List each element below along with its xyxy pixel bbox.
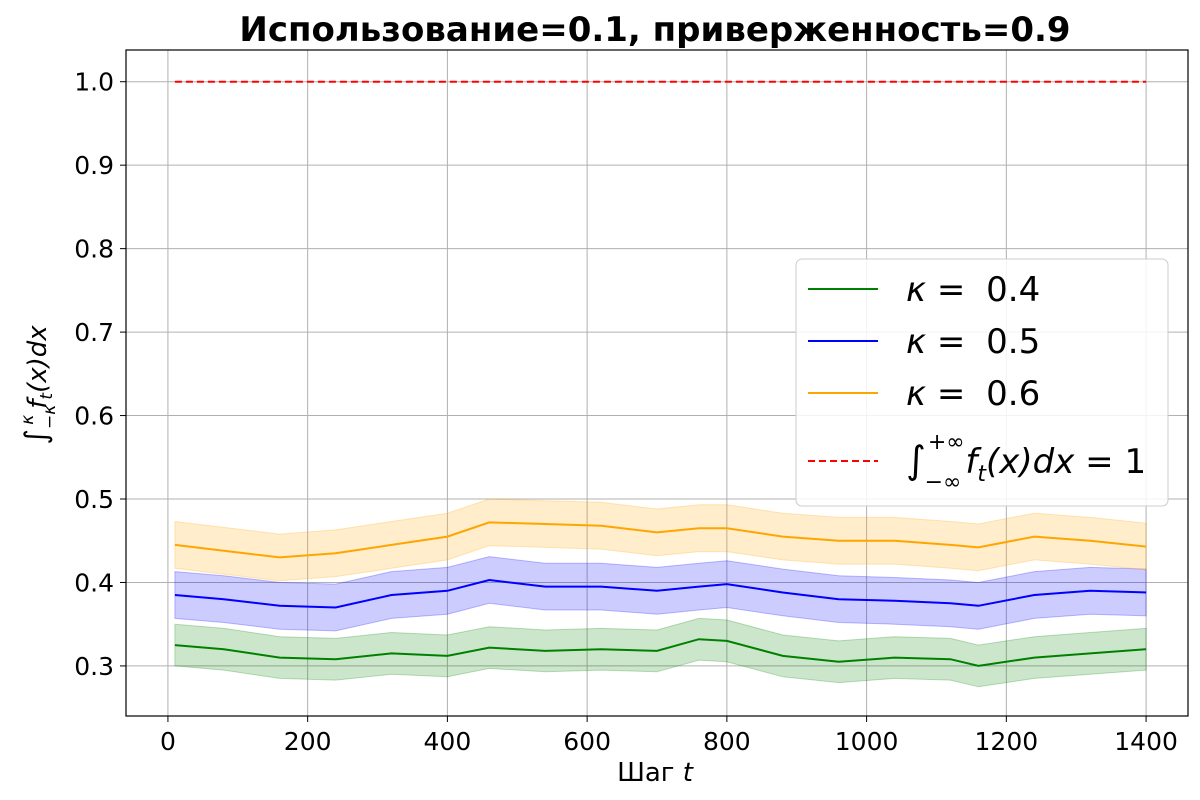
legend-label-1: κ = 0.5 (906, 322, 1040, 362)
plot-frame (125, 49, 1189, 717)
y-axis-ticks: 0.3 0.4 0.5 0.6 0.7 0.8 0.9 1.0 (74, 68, 126, 681)
x-tick-label: 400 (424, 727, 472, 756)
band-series-2 (174, 498, 1147, 582)
x-tick-label: 200 (284, 727, 332, 756)
x-tick-label: 1200 (975, 727, 1039, 756)
y-tick-label: 0.3 (74, 652, 114, 681)
y-axis-label-text: ∫−κκft(x)dx (18, 325, 60, 445)
band-series-0 (174, 617, 1147, 688)
x-axis-label-var: t (683, 758, 694, 788)
y-tick-label: 0.4 (74, 568, 114, 597)
legend-label-2: κ = 0.6 (906, 374, 1040, 414)
legend-label-0: κ = 0.4 (906, 270, 1040, 310)
y-tick-label: 0.5 (74, 485, 114, 514)
x-tick-label: 600 (563, 727, 611, 756)
x-axis-ticks: 0 200 400 600 800 1000 1200 1400 (160, 716, 1178, 756)
y-tick-label: 0.7 (74, 318, 114, 347)
y-tick-label: 0.9 (74, 151, 114, 180)
y-axis-label: ∫−κκft(x)dx (18, 325, 60, 445)
x-tick-label: 1400 (1114, 727, 1178, 756)
line-series-2 (174, 521, 1147, 559)
y-tick-label: 1.0 (74, 68, 114, 97)
x-tick-label: 800 (703, 727, 751, 756)
x-tick-label: 1000 (835, 727, 899, 756)
legend-box (795, 258, 1169, 507)
line-series-1 (174, 578, 1147, 609)
series-lines (174, 80, 1147, 667)
x-axis-label: Шаг t (617, 758, 694, 788)
chart-title: Использование=0.1, приверженность=0.9 (239, 10, 1070, 50)
x-axis-label-text: Шаг (617, 758, 674, 788)
y-tick-label: 0.6 (74, 402, 114, 431)
y-tick-label: 0.8 (74, 235, 114, 264)
x-tick-label: 0 (160, 727, 176, 756)
band-series-1 (174, 556, 1147, 632)
confidence-bands (174, 498, 1147, 688)
line-series-0 (174, 638, 1147, 667)
legend-label-3: ∫+∞ −∞ft(x)dx = 1 (906, 430, 1146, 495)
legend: κ = 0.4 κ = 0.5 κ = 0.6 ∫+∞ −∞ft(x)dx = 1 (795, 258, 1169, 507)
